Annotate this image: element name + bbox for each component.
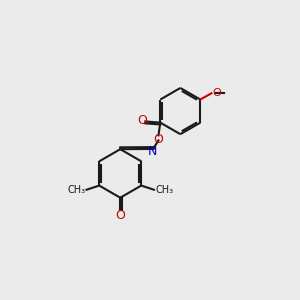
Text: O: O [137,114,147,127]
Text: CH₃: CH₃ [67,185,86,195]
Text: O: O [115,209,125,222]
Text: O: O [213,88,221,98]
Text: CH₃: CH₃ [155,185,173,195]
Text: O: O [153,133,163,146]
Text: N: N [148,145,157,158]
